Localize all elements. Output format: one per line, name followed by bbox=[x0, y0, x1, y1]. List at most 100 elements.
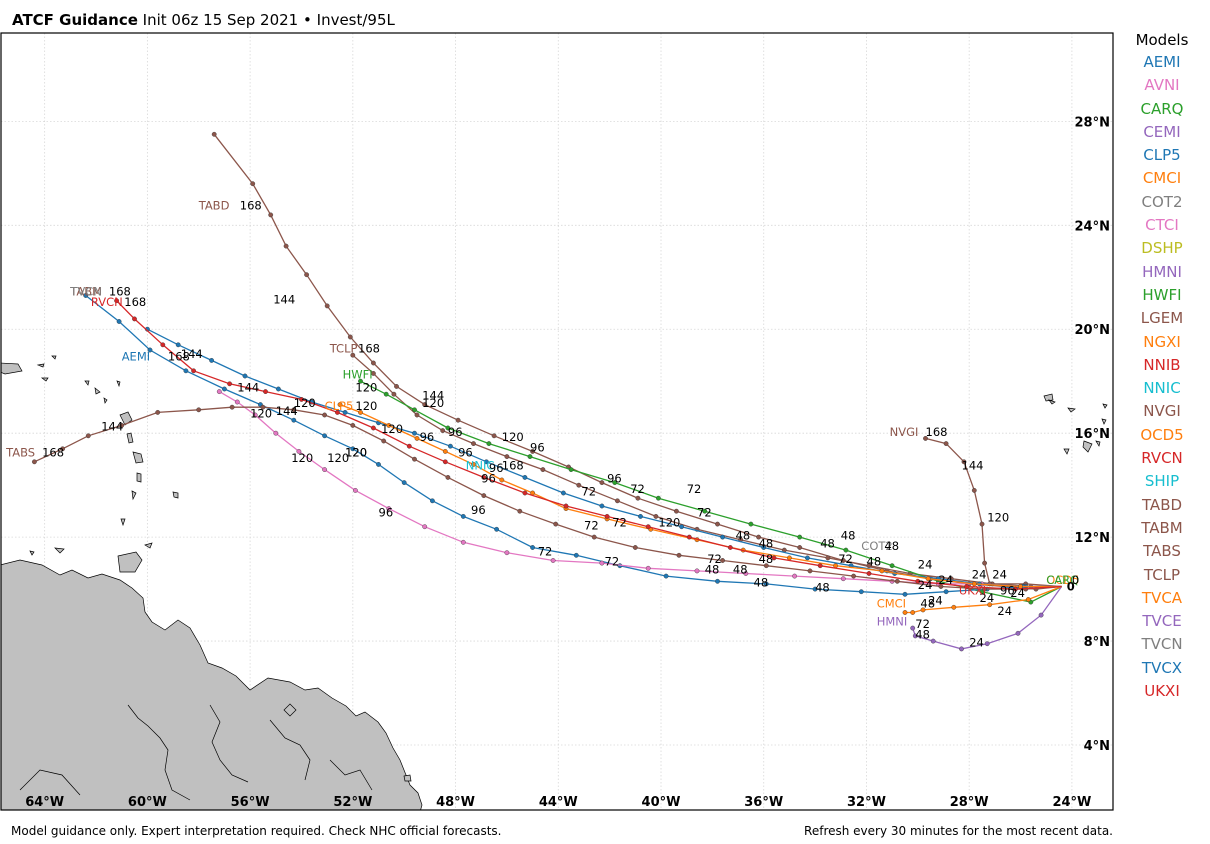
track-point bbox=[763, 581, 769, 587]
lat-tick-label: 28°N bbox=[1075, 115, 1110, 130]
track-label: 24 bbox=[969, 635, 984, 649]
chart-title: ATCF Guidance Init 06z 15 Sep 2021 • Inv… bbox=[12, 11, 395, 29]
start-label: 0 bbox=[1067, 580, 1075, 594]
track-label: 144 bbox=[962, 459, 984, 473]
track-point bbox=[83, 293, 89, 298]
track-point bbox=[1013, 586, 1018, 592]
track-point bbox=[943, 589, 949, 595]
track-label: 24 bbox=[972, 568, 987, 582]
track-point bbox=[517, 508, 523, 514]
track-label: 24 bbox=[980, 591, 995, 605]
track-point bbox=[797, 545, 803, 550]
track-point bbox=[337, 402, 343, 407]
track-point bbox=[147, 347, 153, 353]
track-label: 72 bbox=[584, 518, 599, 532]
track-label: 48 bbox=[815, 581, 830, 595]
track-point bbox=[296, 448, 302, 454]
track-label: 72 bbox=[697, 505, 712, 519]
track-label: 120 bbox=[987, 511, 1009, 525]
track-point bbox=[429, 498, 435, 504]
track-point bbox=[132, 316, 137, 322]
track-label: AEMI bbox=[122, 349, 150, 363]
track-label: 120 bbox=[355, 399, 377, 413]
track-label: 144 bbox=[276, 404, 298, 418]
product-name: ATCF Guidance bbox=[12, 11, 138, 29]
track-line bbox=[360, 380, 1062, 603]
track-point bbox=[987, 602, 993, 608]
track-point bbox=[858, 589, 864, 595]
track-label: 168 bbox=[502, 459, 524, 473]
track-label: 96 bbox=[448, 425, 463, 439]
track-point bbox=[350, 352, 356, 358]
legend-item-tvcn: TVCN bbox=[1141, 635, 1183, 654]
track-point bbox=[568, 467, 574, 472]
track-point bbox=[951, 604, 957, 610]
lat-tick-label: 24°N bbox=[1075, 219, 1110, 234]
track-label: 24 bbox=[918, 557, 933, 571]
track-label: 120 bbox=[658, 516, 680, 530]
lat-tick-label: 4°N bbox=[1084, 739, 1110, 754]
track-point bbox=[540, 467, 546, 472]
track-point bbox=[889, 563, 895, 569]
dominica-island bbox=[126, 432, 134, 444]
track-label: 24 bbox=[997, 604, 1012, 618]
track-point bbox=[679, 524, 684, 530]
legend-item-tabs: TABS bbox=[1143, 542, 1181, 561]
track-point bbox=[1015, 630, 1021, 636]
track-label: 24 bbox=[992, 568, 1007, 582]
track-point bbox=[615, 498, 620, 504]
track-point bbox=[32, 459, 37, 465]
track-point bbox=[414, 412, 420, 418]
track-point bbox=[209, 357, 215, 363]
track-label: 96 bbox=[471, 503, 486, 517]
track-point bbox=[358, 409, 363, 415]
track-label: 120 bbox=[381, 422, 403, 436]
map-frame bbox=[0, 32, 1114, 811]
barbados-island bbox=[172, 491, 179, 499]
track-label: 72 bbox=[707, 552, 722, 566]
track-point bbox=[324, 303, 330, 309]
track-rvcn bbox=[114, 298, 1062, 592]
track-label: 72 bbox=[687, 482, 702, 496]
track-point bbox=[196, 407, 202, 413]
legend-item-rvcn: RVCN bbox=[1141, 449, 1183, 468]
track-point bbox=[216, 389, 222, 394]
track-point bbox=[60, 446, 65, 452]
track-point bbox=[291, 417, 297, 423]
lon-tick-label: 60°W bbox=[128, 795, 167, 810]
track-point bbox=[787, 555, 792, 561]
track-point bbox=[971, 487, 977, 493]
track-point bbox=[358, 378, 363, 384]
track-label: 24 bbox=[1010, 586, 1025, 600]
lat-tick-label: 8°N bbox=[1084, 635, 1110, 650]
track-point bbox=[599, 503, 605, 509]
track-label: 120 bbox=[327, 451, 349, 465]
track-point bbox=[645, 565, 651, 571]
track-label: 120 bbox=[250, 407, 272, 421]
track-point bbox=[334, 409, 340, 415]
track-point bbox=[221, 386, 227, 392]
track-label: 48 bbox=[754, 576, 769, 590]
guyana-inland-island bbox=[283, 703, 297, 717]
track-point bbox=[604, 514, 610, 519]
track-point bbox=[160, 342, 166, 348]
track-label: 48 bbox=[841, 529, 856, 543]
track-point bbox=[982, 560, 987, 566]
latitude-ticks: 4°N 8°N 12°N 16°N 20°N 24°N 28°N bbox=[1075, 115, 1110, 754]
track-point bbox=[930, 638, 936, 644]
track-point bbox=[114, 298, 120, 304]
track-point bbox=[381, 438, 387, 444]
track-point bbox=[761, 545, 767, 550]
track-point bbox=[530, 545, 535, 550]
track-point bbox=[386, 506, 392, 511]
track-point bbox=[412, 407, 417, 413]
track-point bbox=[866, 563, 872, 569]
footer-refresh-note: Refresh every 30 minutes for the most re… bbox=[804, 824, 1113, 838]
track-label: 144 bbox=[101, 420, 123, 434]
track-point bbox=[763, 563, 769, 569]
track-point bbox=[504, 454, 510, 459]
track-point bbox=[455, 417, 461, 423]
track-point bbox=[522, 490, 528, 496]
puerto-rico-island bbox=[1, 362, 23, 375]
